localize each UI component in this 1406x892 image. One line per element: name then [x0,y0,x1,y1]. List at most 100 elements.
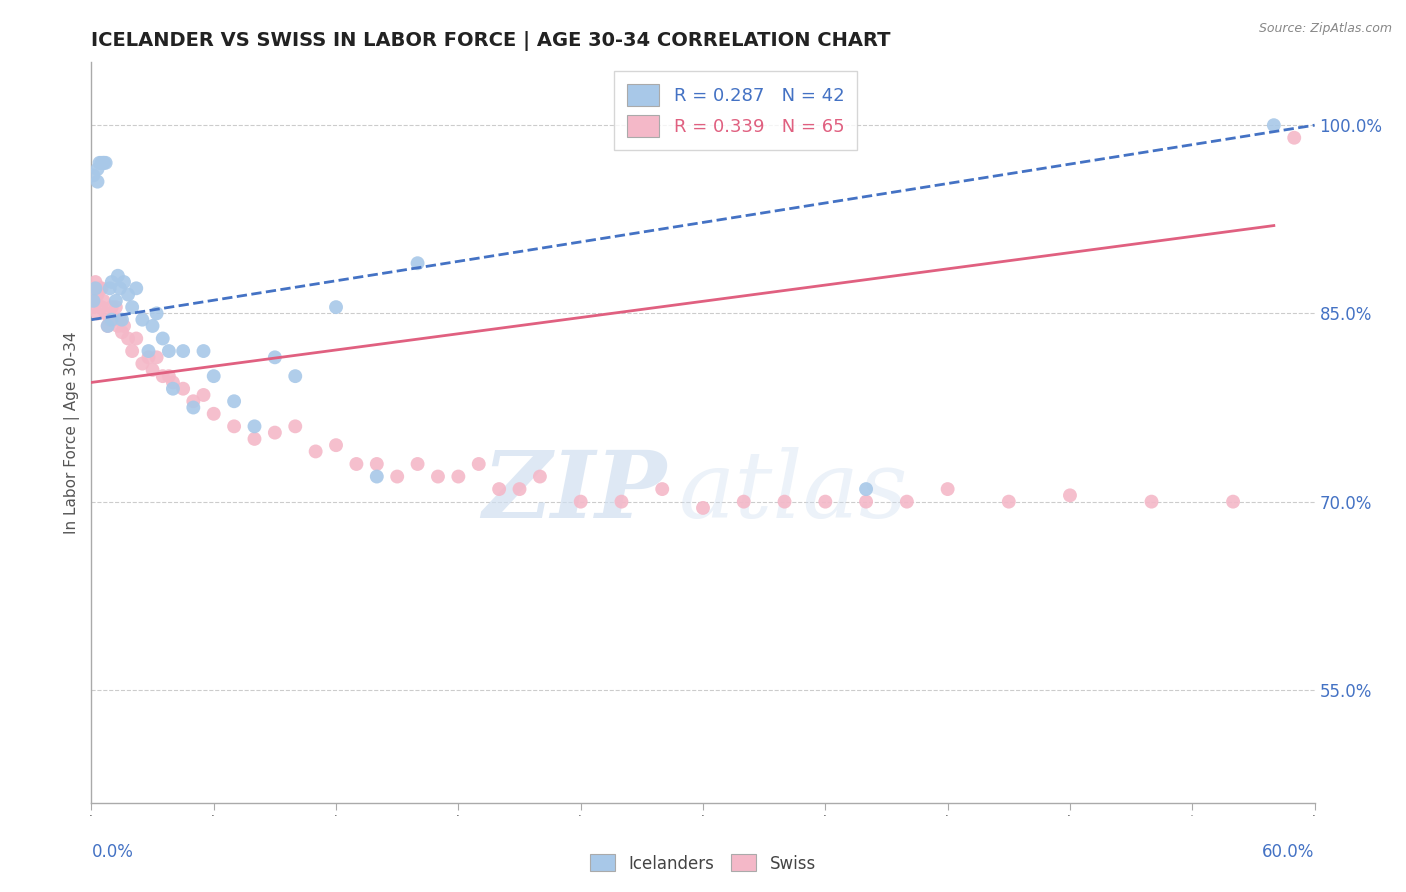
Point [108,312,131,326]
Point [896,494,918,508]
Point [172,344,194,359]
Point [1140,494,1163,508]
Point [84,281,107,295]
Point [222,394,246,409]
Point [1282,130,1305,145]
Point [138,344,160,359]
Point [145,351,167,365]
Point [141,318,163,333]
Point [406,457,429,471]
Point [1059,488,1081,502]
Point [325,438,347,452]
Point [93,293,115,308]
Point [152,369,174,384]
Point [243,419,266,434]
Point [467,457,491,471]
Text: 60.0%: 60.0% [1263,843,1315,861]
Point [1222,494,1244,508]
Point [692,500,714,515]
Point [529,469,551,483]
Point [111,312,134,326]
Point [98,281,121,295]
Point [1263,118,1285,132]
Point [141,363,163,377]
Point [101,275,124,289]
Point [103,312,125,326]
Point [82,169,104,183]
Point [125,281,148,295]
Point [82,300,104,314]
Point [855,494,877,508]
Point [98,312,121,326]
Point [84,275,107,289]
Text: 0.0%: 0.0% [91,843,134,861]
Point [183,401,205,415]
Point [121,344,143,359]
Point [936,482,959,496]
Point [162,376,184,390]
Point [138,351,160,365]
Point [855,482,877,496]
Point [86,306,108,320]
Point [117,287,139,301]
Point [773,494,796,508]
Point [202,369,225,384]
Point [117,331,139,345]
Point [90,300,112,314]
Point [733,494,755,508]
Point [131,357,153,371]
Point [86,175,108,189]
Legend: R = 0.287   N = 42, R = 0.339   N = 65: R = 0.287 N = 42, R = 0.339 N = 65 [614,71,858,150]
Point [325,300,347,314]
Point [90,156,112,170]
Title: ICELANDER VS SWISS IN LABOR FORCE | AGE 30-34 CORRELATION CHART: ICELANDER VS SWISS IN LABOR FORCE | AGE … [91,30,891,51]
Point [112,275,135,289]
Point [366,469,388,483]
Text: Source: ZipAtlas.com: Source: ZipAtlas.com [1258,22,1392,36]
Point [998,494,1021,508]
Point [284,369,307,384]
Point [222,419,246,434]
Point [90,281,112,295]
Point [84,293,107,308]
Point [183,394,205,409]
Point [569,494,592,508]
Point [157,369,180,384]
Point [82,281,104,295]
Point [366,457,388,471]
Point [125,331,148,345]
Point [86,162,108,177]
Point [193,344,215,359]
Point [94,156,117,170]
Point [243,432,266,446]
Point [82,293,104,308]
Point [162,382,184,396]
Point [97,318,120,333]
Point [111,325,134,339]
Point [284,419,307,434]
Legend: Icelanders, Swiss: Icelanders, Swiss [583,847,823,880]
Point [107,268,129,283]
Point [610,494,633,508]
Point [385,469,409,483]
Point [107,318,129,333]
Point [108,281,131,295]
Point [104,300,127,314]
Point [145,306,167,320]
Point [447,469,470,483]
Point [264,425,287,440]
Point [193,388,215,402]
Point [157,344,180,359]
Point [304,444,326,458]
Point [202,407,225,421]
Point [112,318,135,333]
Point [89,156,111,170]
Point [101,300,124,314]
Text: atlas: atlas [679,447,908,537]
Point [814,494,837,508]
Y-axis label: In Labor Force | Age 30-34: In Labor Force | Age 30-34 [65,331,80,534]
Point [93,156,115,170]
Point [172,382,194,396]
Point [264,351,287,365]
Point [104,293,127,308]
